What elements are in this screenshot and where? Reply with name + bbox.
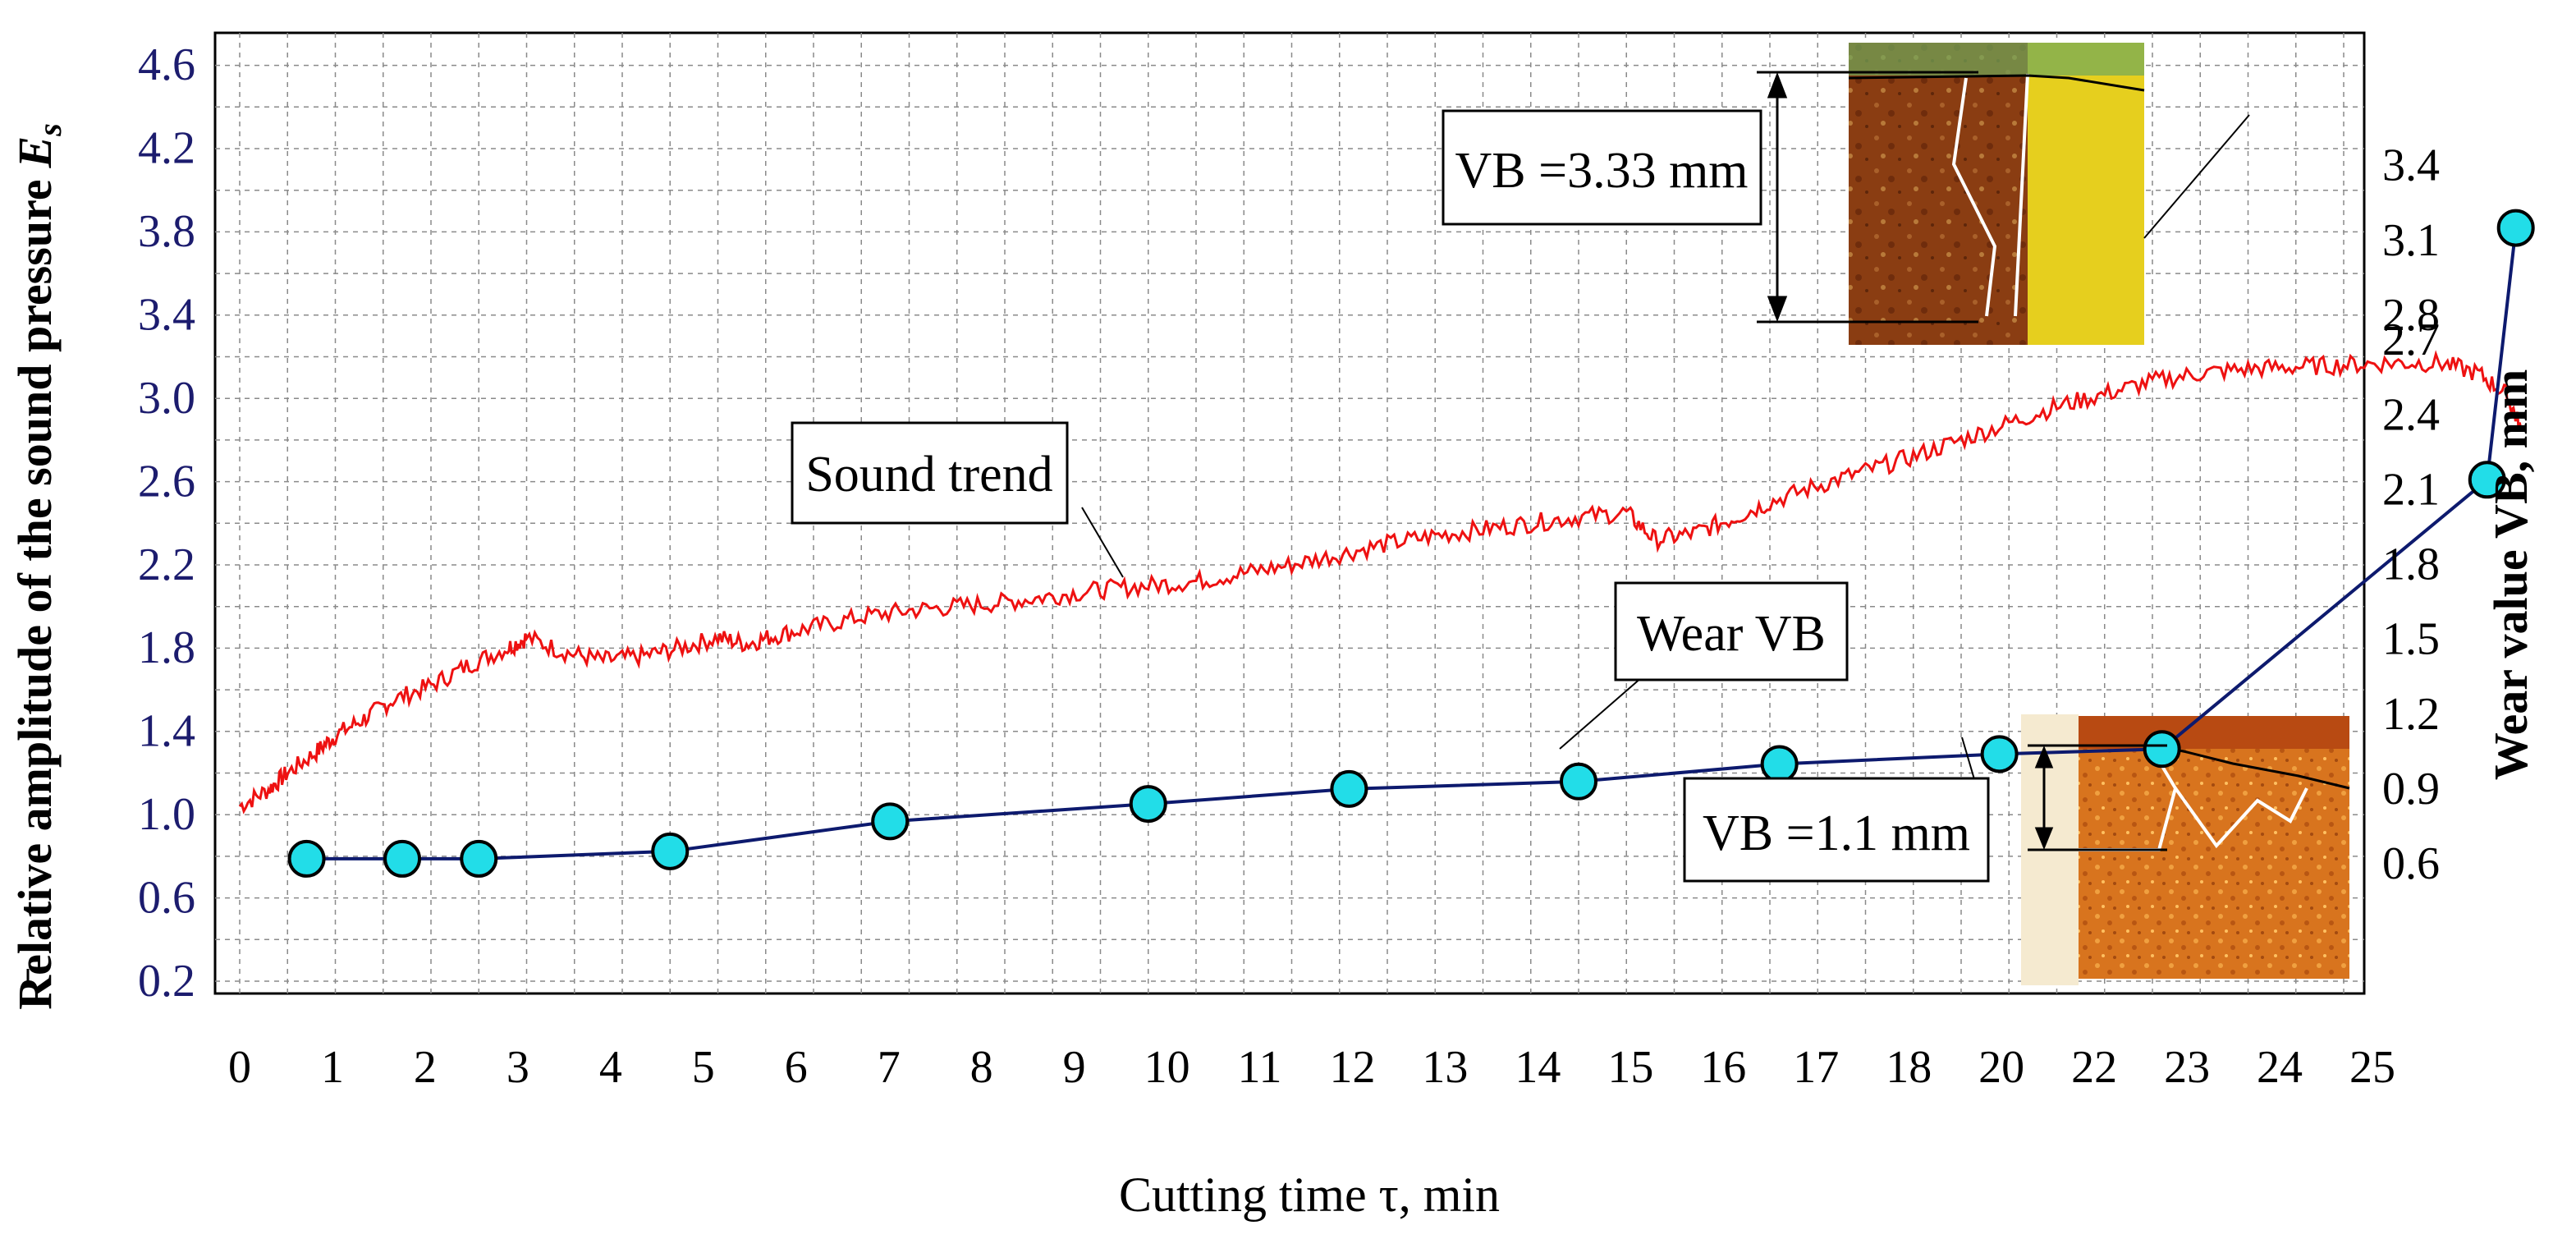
- callout-sound-trend-text: Sound trend: [805, 447, 1052, 502]
- x-tick-labels: 0 1 2 3 4 5 6 7 8 9 10 11 12 13 14 15 16 17 18 20 22 23 24 25: [228, 1042, 2395, 1093]
- y-left-tick-label: 1.8: [138, 622, 195, 673]
- y-left-tick-label: 2.6: [138, 456, 195, 507]
- y-left-tick-label: 3.8: [138, 206, 195, 257]
- y-right-axis-title: Wear value VB, mm: [2484, 369, 2537, 781]
- wear-vb-point: [1129, 785, 1167, 824]
- wear-vb-point: [1760, 745, 1799, 783]
- y-right-tick-label: 2.4: [2382, 389, 2440, 440]
- x-tick-label: 7: [878, 1042, 901, 1093]
- y-left-axis-title: Relative amplitude of the sound pressure…: [8, 123, 68, 1010]
- x-tick-label: 13: [1422, 1042, 1468, 1093]
- y-right-tick-label: 2.1: [2382, 464, 2440, 515]
- y-left-axis-symbol-sub: s: [31, 123, 68, 137]
- x-tick-label: 15: [1607, 1042, 1653, 1093]
- y-left-tick-label: 4.6: [138, 39, 195, 90]
- callout-wear-vb: Wear VB: [1614, 581, 1849, 681]
- x-tick-label: 23: [2164, 1042, 2210, 1093]
- x-tick-label: 11: [1238, 1042, 1282, 1093]
- wear-vb-point: [383, 839, 422, 878]
- y-right-tick-label: 3.1: [2382, 215, 2440, 266]
- y-left-tick-label: 0.2: [138, 956, 195, 1007]
- x-tick-label: 24: [2257, 1042, 2303, 1093]
- wear-photo-large: [1848, 43, 2145, 345]
- callout-vb-333: VB =3.33 mm: [1442, 109, 1762, 226]
- callout-vb-333-text: VB =3.33 mm: [1455, 143, 1748, 199]
- y-left-tick-labels: 0.2 0.6 1.0 1.4 1.8 2.2 2.6 3.0 3.4 3.8 4.2 4.6: [138, 39, 195, 1007]
- dimension-vb-11: [2028, 744, 2167, 851]
- y-left-tick-label: 2.2: [138, 539, 195, 590]
- wear-vb-point: [1560, 762, 1597, 801]
- x-tick-label: 16: [1700, 1042, 1746, 1093]
- y-right-tick-label: 1.2: [2382, 689, 2440, 740]
- y-right-tick-label: 1.8: [2382, 539, 2440, 590]
- x-tick-label: 5: [692, 1042, 715, 1093]
- x-tick-label: 3: [506, 1042, 529, 1093]
- sound-trend-line: [238, 350, 2522, 815]
- y-right-tick-label: 0.9: [2382, 764, 2440, 815]
- x-tick-label: 8: [970, 1042, 993, 1093]
- y-left-axis-title-text: Relative amplitude of the sound pressure: [8, 179, 62, 1009]
- x-tick-label: 20: [1978, 1042, 2024, 1093]
- x-tick-label: 1: [321, 1042, 344, 1093]
- y-left-tick-label: 3.4: [138, 289, 195, 340]
- x-tick-label: 25: [2349, 1042, 2395, 1093]
- x-tick-label: 2: [414, 1042, 437, 1093]
- y-right-tick-labels: 0.6 0.9 1.2 1.5 1.8 2.1 2.4 2.72.8 3.1 3.4: [2382, 140, 2440, 889]
- x-tick-label: 0: [228, 1042, 251, 1093]
- y-left-tick-label: 0.6: [138, 873, 195, 924]
- y-left-tick-label: 4.2: [138, 123, 195, 174]
- y-left-tick-label: 1.4: [138, 706, 195, 757]
- y-right-tick-label: 0.6: [2382, 838, 2440, 889]
- wear-vb-point: [871, 802, 910, 841]
- wear-vb-point: [2143, 730, 2181, 769]
- callout-vb-11-text: VB =1.1 mm: [1703, 805, 1970, 861]
- callout-wear-vb-text: Wear VB: [1637, 606, 1826, 662]
- y-left-axis-symbol: E: [8, 136, 62, 169]
- x-tick-label: 14: [1515, 1042, 1561, 1093]
- wear-vb-point: [287, 839, 326, 878]
- grid: [215, 33, 2364, 993]
- wear-vb-point: [2468, 461, 2506, 499]
- x-tick-label: 22: [2071, 1042, 2117, 1093]
- wear-vb-point: [2496, 209, 2535, 247]
- x-tick-label: 9: [1063, 1042, 1086, 1093]
- y-right-tick-label: 1.5: [2382, 614, 2440, 665]
- y-left-tick-label: 1.0: [138, 789, 195, 840]
- x-axis-title: Cutting time τ, min: [1119, 1168, 1500, 1222]
- wear-vb-point: [651, 832, 690, 870]
- x-tick-label: 6: [785, 1042, 808, 1093]
- y-right-tick-label: 2.7: [2382, 314, 2440, 365]
- wear-vb-point: [1330, 769, 1368, 808]
- x-tick-label: 18: [1886, 1042, 1932, 1093]
- wear-vb-point: [1980, 735, 2019, 773]
- x-tick-label: 12: [1329, 1042, 1375, 1093]
- x-tick-label: 4: [599, 1042, 622, 1093]
- callout-vb-11: VB =1.1 mm: [1683, 777, 1990, 883]
- callout-sound-trend: Sound trend: [791, 421, 1069, 525]
- y-right-tick-label: 2.8: [2382, 290, 2440, 341]
- y-right-tick-label: 3.4: [2382, 140, 2440, 191]
- wear-vb-point: [460, 839, 498, 878]
- x-tick-label: 10: [1144, 1042, 1190, 1093]
- x-tick-label: 17: [1793, 1042, 1839, 1093]
- dimension-vb-333: [1757, 71, 1978, 324]
- y-left-tick-label: 3.0: [138, 373, 195, 424]
